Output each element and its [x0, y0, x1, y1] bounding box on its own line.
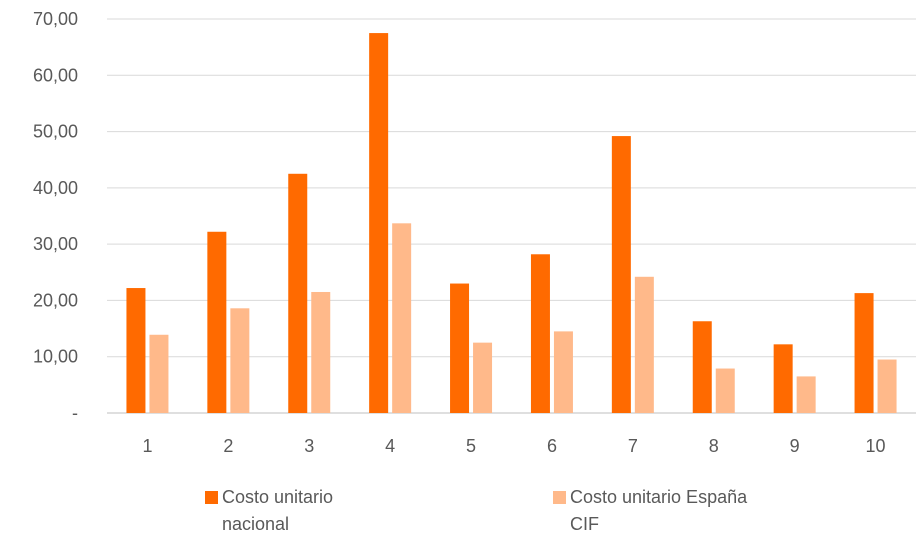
y-tick-label: 50,00: [33, 122, 78, 142]
x-tick-label: 3: [304, 436, 314, 456]
bar-series-2-cat-6: [553, 331, 573, 413]
bar-series-1-cat-4: [369, 33, 389, 413]
bar-series-2-cat-3: [311, 291, 331, 413]
legend-label-series-2: CIF: [570, 514, 599, 534]
x-tick-label: 2: [223, 436, 233, 456]
y-tick-label: 30,00: [33, 234, 78, 254]
x-tick-label: 9: [790, 436, 800, 456]
gridlines: [107, 18, 916, 414]
bar-series-2-cat-7: [634, 276, 654, 413]
bar-series-1-cat-9: [773, 344, 793, 413]
bar-series-2-cat-4: [392, 223, 412, 413]
bar-series-1-cat-6: [530, 254, 550, 413]
bar-series-2-cat-8: [715, 368, 735, 413]
x-tick-label: 6: [547, 436, 557, 456]
bar-series-1-cat-8: [692, 321, 712, 413]
y-tick-label: 60,00: [33, 65, 78, 85]
bar-series-2-cat-2: [230, 308, 250, 413]
x-tick-label: 10: [866, 436, 886, 456]
legend-swatch-series-2: [553, 491, 566, 504]
y-tick-label: 20,00: [33, 290, 78, 310]
legend-label-series-2: Costo unitario España: [570, 487, 748, 507]
y-tick-label: 70,00: [33, 9, 78, 29]
y-axis-ticks: - 10,00 20,00 30,00 40,00 50,00 60,00 70,00: [33, 9, 78, 423]
x-tick-label: 4: [385, 436, 395, 456]
bar-series-1-cat-2: [207, 231, 227, 413]
bar-series-1-cat-7: [611, 136, 631, 413]
bar-series-1-cat-10: [854, 293, 874, 413]
legend-swatch-series-1: [205, 491, 218, 504]
y-tick-label: 40,00: [33, 178, 78, 198]
bar-series-2-cat-9: [796, 376, 816, 413]
bar-series-1-cat-3: [288, 173, 308, 413]
bar-series-2-cat-1: [149, 334, 169, 413]
legend-label-series-1: Costo unitario: [222, 487, 333, 507]
bar-series-2-cat-5: [473, 342, 493, 413]
x-tick-label: 1: [142, 436, 152, 456]
y-tick-label: -: [72, 403, 78, 423]
bar-series-2-cat-10: [877, 359, 897, 413]
x-tick-label: 7: [628, 436, 638, 456]
x-axis-ticks: 1 2 3 4 5 6 7 8 9 10: [142, 436, 885, 456]
bar-series-1-cat-1: [126, 288, 146, 413]
legend: Costo unitario nacional Costo unitario Esp…: [205, 487, 748, 534]
x-tick-label: 8: [709, 436, 719, 456]
y-tick-label: 10,00: [33, 347, 78, 367]
legend-label-series-1: nacional: [222, 514, 289, 534]
x-tick-label: 5: [466, 436, 476, 456]
bar-series-1-cat-5: [450, 283, 470, 413]
bars: [126, 33, 897, 413]
